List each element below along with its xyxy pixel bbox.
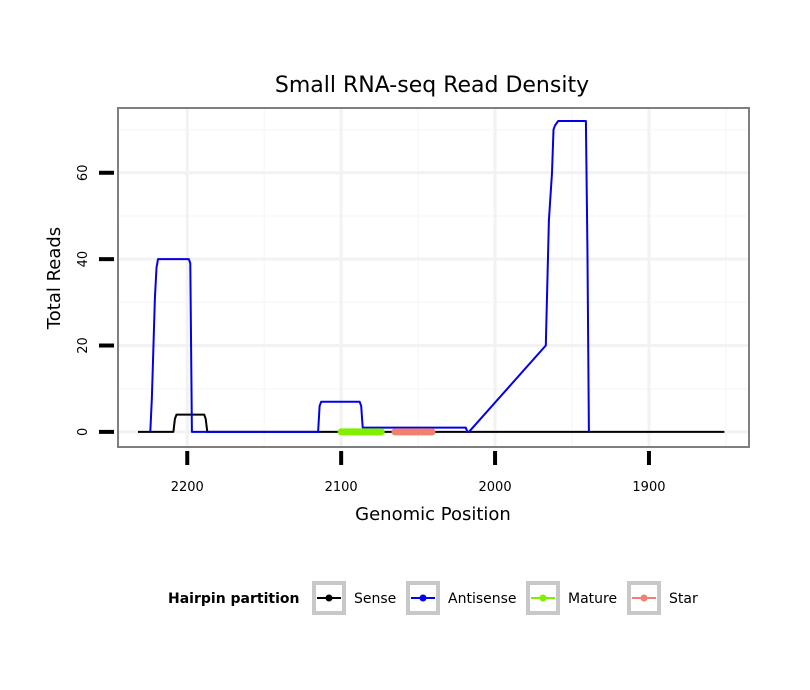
y-tick-label: 60 — [76, 165, 91, 182]
y-axis-title: Total Reads — [44, 227, 65, 330]
series-layer — [138, 120, 725, 436]
x-axis-title: Genomic Position — [355, 504, 511, 525]
legend-key-point — [325, 594, 333, 602]
y-axis: 0 20 40 60 — [76, 165, 114, 436]
legend-label-mature: Mature — [568, 591, 617, 607]
legend-title: Hairpin partition — [168, 591, 299, 607]
series-line-antisense — [149, 120, 590, 433]
x-axis: 2200 2100 2000 1900 — [171, 451, 666, 495]
x-tick-label: 2000 — [479, 480, 512, 495]
plot-panel — [117, 107, 750, 448]
y-tick-label: 0 — [76, 428, 91, 436]
legend-key-point — [640, 594, 648, 602]
x-tick-label: 2200 — [171, 480, 204, 495]
legend-label-sense: Sense — [354, 591, 396, 607]
y-tick-label: 40 — [76, 251, 91, 268]
plot-background — [118, 108, 749, 447]
chart-title: Small RNA-seq Read Density — [275, 73, 589, 98]
x-tick-label: 1900 — [632, 480, 665, 495]
legend-key-point — [419, 594, 427, 602]
series-line-sense — [138, 413, 725, 433]
legend: Hairpin partition Sense Antisense Mature St… — [168, 581, 698, 615]
legend-label-star: Star — [669, 591, 698, 607]
y-tick-label: 20 — [76, 337, 91, 354]
x-tick-label: 2100 — [325, 480, 358, 495]
legend-key-point — [539, 594, 547, 602]
grid-lines — [118, 108, 749, 447]
legend-label-antisense: Antisense — [448, 591, 517, 607]
plot-border — [117, 107, 750, 448]
